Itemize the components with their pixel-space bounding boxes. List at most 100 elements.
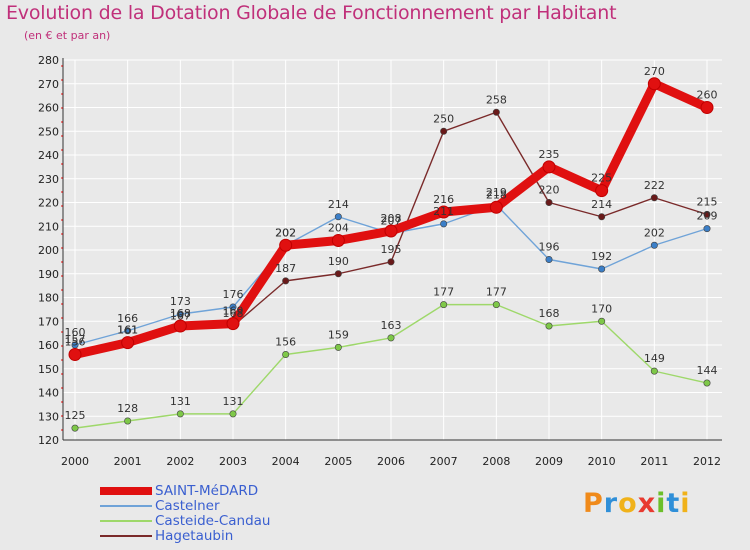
- data-label: 166: [117, 312, 138, 325]
- x-tick-label: 2012: [693, 455, 721, 468]
- data-point: [71, 424, 79, 432]
- data-point: [489, 200, 503, 214]
- y-tick-label: 220: [38, 197, 59, 210]
- data-point: [598, 317, 606, 325]
- y-tick-label: 170: [38, 315, 59, 328]
- data-point: [229, 303, 237, 311]
- data-point: [229, 410, 237, 418]
- x-tick-label: 2003: [219, 455, 247, 468]
- y-tick-label: 180: [38, 292, 59, 305]
- data-point: [384, 224, 398, 238]
- data-label: 144: [697, 364, 718, 377]
- legend-label: Hagetaubin: [155, 528, 234, 544]
- data-label: 168: [223, 307, 244, 320]
- data-point: [545, 322, 553, 330]
- logo-letter: o: [618, 488, 638, 519]
- y-tick-label: 150: [38, 363, 59, 376]
- x-tick-label: 2005: [324, 455, 352, 468]
- data-label: 202: [644, 226, 665, 239]
- axis-tick-dot: [61, 261, 63, 263]
- axis-tick-dot: [61, 331, 63, 333]
- data-point: [437, 205, 451, 219]
- data-point: [124, 417, 132, 425]
- x-tick-label: 2008: [482, 455, 510, 468]
- data-label: 250: [433, 112, 454, 125]
- legend-swatch: [100, 487, 152, 495]
- data-point: [334, 343, 342, 351]
- axis-tick-dot: [61, 149, 63, 151]
- data-point: [703, 210, 711, 218]
- data-point: [176, 410, 184, 418]
- data-label: 156: [275, 336, 296, 349]
- data-label: 270: [644, 65, 665, 78]
- y-tick-label: 230: [38, 173, 59, 186]
- x-tick-label: 2004: [272, 455, 300, 468]
- x-tick-label: 2011: [640, 455, 668, 468]
- legend-swatch: [100, 535, 152, 537]
- x-tick-label: 2002: [166, 455, 194, 468]
- axis-tick-dot: [61, 289, 63, 291]
- data-point: [334, 213, 342, 221]
- data-point: [650, 367, 658, 375]
- data-point: [387, 334, 395, 342]
- data-label: 161: [117, 324, 138, 337]
- x-tick-label: 2006: [377, 455, 405, 468]
- logo-letter: i: [656, 488, 667, 519]
- data-label: 169: [223, 305, 244, 318]
- x-tick-label: 2007: [430, 455, 458, 468]
- data-label: 204: [328, 222, 349, 235]
- data-point: [703, 225, 711, 233]
- data-label: 222: [644, 179, 665, 192]
- axis-tick-dot: [61, 205, 63, 207]
- legend-label: SAINT-MéDARD: [155, 483, 259, 499]
- data-label: 235: [539, 148, 560, 161]
- data-point: [647, 77, 661, 91]
- data-label: 219: [486, 186, 507, 199]
- chart-title: Evolution de la Dotation Globale de Fonc…: [6, 2, 617, 24]
- data-point: [282, 277, 290, 285]
- data-label: 202: [275, 226, 296, 239]
- y-tick-label: 260: [38, 102, 59, 115]
- data-label: 168: [170, 307, 191, 320]
- axis-tick-dot: [61, 247, 63, 249]
- data-label: 149: [644, 352, 665, 365]
- data-point: [440, 301, 448, 309]
- data-label: 160: [65, 326, 86, 339]
- legend-label: Castelner: [155, 498, 220, 514]
- data-label: 168: [539, 307, 560, 320]
- data-label: 258: [486, 93, 507, 106]
- data-label: 216: [433, 193, 454, 206]
- data-label: 190: [328, 255, 349, 268]
- data-label: 156: [65, 336, 86, 349]
- data-label: 187: [275, 262, 296, 275]
- y-tick-label: 140: [38, 387, 59, 400]
- axis-tick-dot: [61, 233, 63, 235]
- data-point: [598, 213, 606, 221]
- data-point: [440, 127, 448, 135]
- data-label: 163: [381, 319, 402, 332]
- data-point: [68, 348, 82, 361]
- axis-tick-dot: [61, 345, 63, 347]
- data-label: 202: [275, 226, 296, 239]
- series-lines: [68, 77, 714, 432]
- data-point: [440, 220, 448, 228]
- axis-tick-dot: [61, 177, 63, 179]
- axis-tick-dot: [61, 373, 63, 375]
- legend-swatch: [100, 505, 152, 507]
- data-point: [173, 319, 187, 333]
- data-label: 125: [65, 409, 86, 422]
- data-label: 220: [539, 184, 560, 197]
- y-tick-label: 160: [38, 339, 59, 352]
- data-label: 196: [539, 241, 560, 254]
- y-tick-label: 200: [38, 244, 59, 257]
- axis-tick-dot: [61, 429, 63, 431]
- data-label: 131: [170, 395, 191, 408]
- data-label: 131: [223, 395, 244, 408]
- data-label: 211: [433, 205, 454, 218]
- x-tick-label: 2009: [535, 455, 563, 468]
- data-label: 215: [697, 195, 718, 208]
- y-tick-label: 120: [38, 434, 59, 447]
- data-point: [545, 255, 553, 263]
- data-point: [124, 327, 132, 335]
